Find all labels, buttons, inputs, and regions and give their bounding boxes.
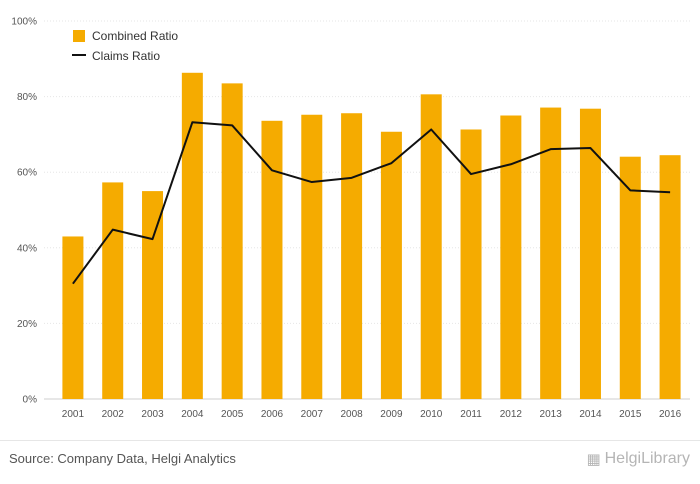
- bar-2003: [142, 191, 163, 399]
- x-tick-label: 2004: [181, 409, 204, 420]
- brand-logo[interactable]: ▦ HelgiLibrary: [586, 450, 690, 468]
- y-tick-label: 0%: [23, 395, 38, 406]
- brand-name: HelgiLibrary: [605, 450, 690, 468]
- x-tick-label: 2003: [141, 409, 164, 420]
- x-tick-label: 2010: [420, 409, 443, 420]
- bar-2012: [500, 116, 521, 400]
- bar-2007: [301, 115, 322, 399]
- bar-2009: [381, 132, 402, 399]
- bar-2010: [421, 94, 442, 399]
- source-text: Source: Company Data, Helgi Analytics: [9, 451, 236, 466]
- y-tick-label: 60%: [17, 168, 37, 179]
- bar-series: [62, 73, 680, 399]
- bar-2005: [222, 83, 243, 399]
- x-tick-label: 2015: [619, 409, 642, 420]
- footer: Source: Company Data, Helgi Analytics ▦ …: [0, 440, 700, 484]
- x-tick-label: 2002: [102, 409, 125, 420]
- x-tick-label: 2001: [62, 409, 85, 420]
- x-tick-label: 2008: [340, 409, 363, 420]
- bookshelf-icon: ▦: [586, 450, 600, 468]
- x-tick-label: 2005: [221, 409, 244, 420]
- bar-2014: [580, 109, 601, 399]
- bar-2011: [461, 129, 482, 399]
- y-tick-label: 40%: [17, 243, 37, 254]
- bar-2002: [102, 182, 123, 399]
- x-tick-label: 2013: [540, 409, 563, 420]
- y-tick-label: 100%: [11, 17, 37, 28]
- x-tick-label: 2014: [579, 409, 602, 420]
- bar-2008: [341, 113, 362, 399]
- x-tick-label: 2011: [460, 409, 482, 420]
- bar-2001: [62, 236, 83, 399]
- y-axis: 0% 20% 40% 60% 80% 100%: [11, 17, 37, 406]
- x-tick-label: 2007: [301, 409, 324, 420]
- legend: Combined Ratio Claims Ratio: [72, 29, 178, 63]
- x-axis: 2001 2002 2003 2004 2005 2006 2007 2008 2009 2010…: [62, 409, 682, 420]
- legend-label-claims-ratio: Claims Ratio: [92, 49, 160, 63]
- x-tick-label: 2009: [380, 409, 403, 420]
- y-tick-label: 20%: [17, 319, 37, 330]
- legend-swatch-combined-ratio: [73, 30, 85, 42]
- legend-label-combined-ratio: Combined Ratio: [92, 29, 178, 43]
- x-tick-label: 2006: [261, 409, 284, 420]
- y-tick-label: 80%: [17, 92, 37, 103]
- x-tick-label: 2016: [659, 409, 682, 420]
- bar-2015: [620, 157, 641, 399]
- x-tick-label: 2012: [500, 409, 523, 420]
